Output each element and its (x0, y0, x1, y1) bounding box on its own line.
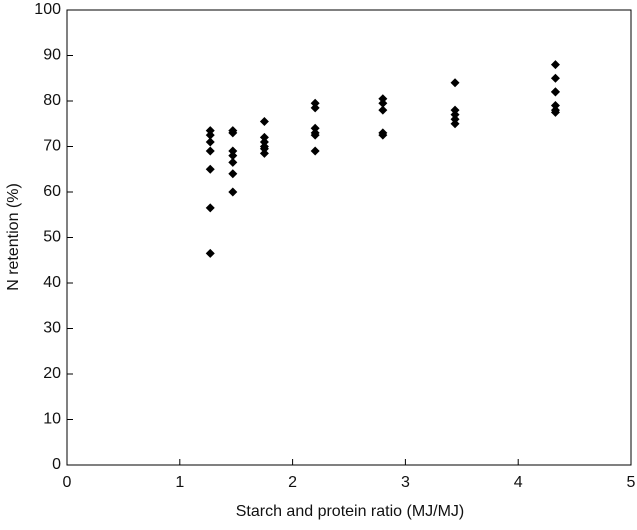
y-tick-label: 20 (43, 365, 61, 382)
data-point (228, 146, 238, 156)
data-point (259, 132, 269, 142)
data-point (205, 203, 215, 213)
y-tick-label: 10 (43, 411, 61, 428)
data-point (310, 98, 320, 108)
y-tick-label: 90 (43, 47, 61, 64)
y-tick-label: 70 (43, 138, 61, 155)
data-point (450, 119, 460, 129)
data-point (378, 98, 388, 108)
data-point (378, 130, 388, 140)
x-tick-label: 5 (627, 474, 636, 491)
data-point (550, 73, 560, 83)
y-tick-label: 50 (43, 229, 61, 246)
y-tick-label: 80 (43, 92, 61, 109)
data-point (259, 116, 269, 126)
data-point (228, 169, 238, 179)
x-tick-label: 1 (175, 474, 184, 491)
y-tick-label: 60 (43, 183, 61, 200)
data-point (205, 126, 215, 136)
data-point (205, 146, 215, 156)
data-point (450, 105, 460, 115)
y-tick-label: 100 (34, 1, 61, 18)
y-tick-label: 0 (52, 456, 61, 473)
data-point (450, 110, 460, 120)
data-point (550, 87, 560, 97)
x-tick-label: 3 (401, 474, 410, 491)
data-point (310, 146, 320, 156)
data-point (228, 128, 238, 138)
data-point (450, 114, 460, 124)
data-point (259, 144, 269, 154)
data-point (550, 101, 560, 111)
data-point (378, 105, 388, 115)
data-point (259, 137, 269, 147)
y-tick-label: 40 (43, 274, 61, 291)
data-point (205, 137, 215, 147)
y-axis-label: N retention (%) (5, 183, 22, 291)
x-tick-label: 4 (514, 474, 523, 491)
x-tick-label: 0 (63, 474, 72, 491)
data-point (550, 60, 560, 70)
data-point (228, 151, 238, 161)
data-point (259, 148, 269, 158)
data-point (205, 248, 215, 258)
data-point (310, 103, 320, 113)
data-point (228, 187, 238, 197)
x-axis-label: Starch and protein ratio (MJ/MJ) (236, 503, 465, 520)
plot-frame (66, 9, 632, 466)
data-point (450, 78, 460, 88)
data-point (310, 130, 320, 140)
x-tick-label: 2 (288, 474, 297, 491)
data-point (205, 130, 215, 140)
data-point (205, 164, 215, 174)
data-point (228, 157, 238, 167)
data-point (310, 123, 320, 133)
data-point (378, 94, 388, 104)
y-tick-label: 30 (43, 320, 61, 337)
data-point (550, 107, 560, 117)
